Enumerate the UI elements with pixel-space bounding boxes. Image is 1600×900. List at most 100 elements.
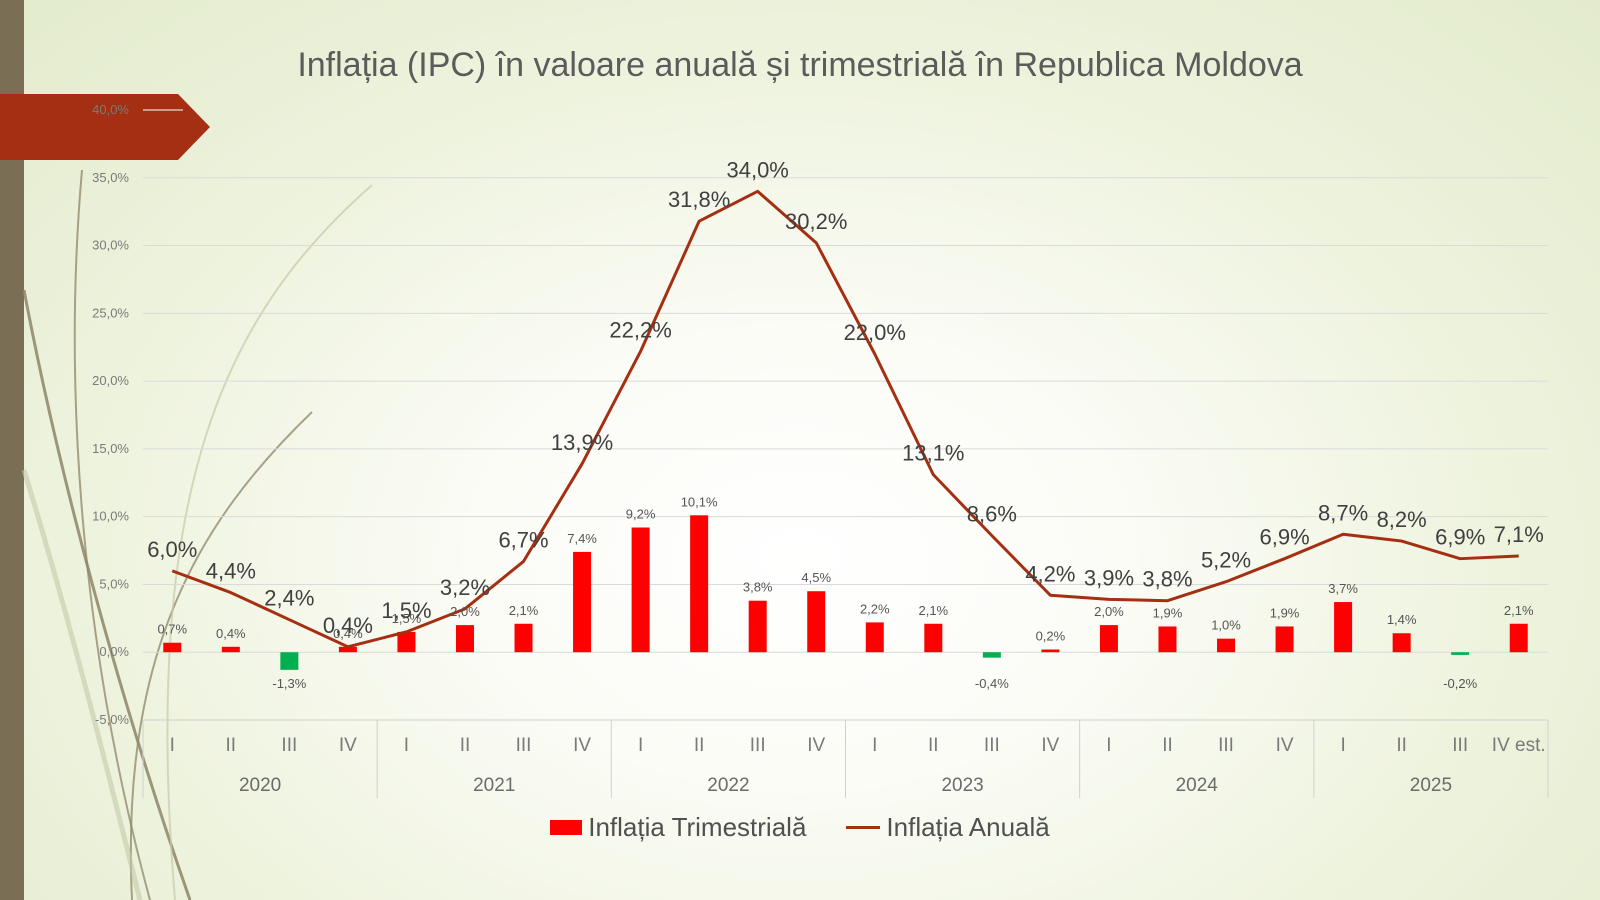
- x-tick-label: IV est.: [1492, 735, 1546, 756]
- annual-inflation-line: [171, 189, 1519, 649]
- line-data-label: 1,5%: [381, 598, 431, 623]
- bar-data-label: -0,4%: [975, 676, 1009, 691]
- line-data-label: 3,2%: [440, 575, 490, 600]
- bar: [1217, 638, 1236, 653]
- y-tick-label: 35,0%: [92, 170, 129, 185]
- x-tick-label: II: [1396, 735, 1407, 756]
- bar: [690, 515, 709, 653]
- bar-data-label: 1,9%: [1153, 605, 1183, 620]
- bar-data-label: 0,2%: [1036, 629, 1066, 644]
- line-data-label: 5,2%: [1201, 548, 1251, 573]
- bar: [631, 527, 650, 653]
- bar-data-label: 1,4%: [1387, 612, 1417, 627]
- bar-data-label: 2,0%: [450, 604, 480, 619]
- x-tick-label: III: [281, 735, 297, 756]
- bar: [1392, 633, 1411, 653]
- bar-data-label: 2,1%: [1504, 603, 1534, 618]
- bar: [865, 622, 884, 653]
- x-tick-label: I: [638, 735, 643, 756]
- line-data-label: 0,4%: [323, 613, 373, 638]
- bar: [1099, 625, 1118, 653]
- bar-series: [163, 515, 1528, 670]
- y-tick-label: 0,0%: [99, 644, 129, 659]
- x-tick-label: II: [928, 735, 939, 756]
- bar-data-label: 3,8%: [743, 580, 773, 595]
- x-tick-label: IV: [1276, 735, 1294, 756]
- line-data-label: 22,2%: [609, 317, 671, 342]
- bar: [1041, 649, 1060, 653]
- line-series: [171, 189, 1519, 649]
- line-data-label: 8,6%: [967, 502, 1017, 527]
- x-tick-label: II: [226, 735, 237, 756]
- bar-data-label: 2,1%: [509, 603, 539, 618]
- legend-swatch-bar: [550, 820, 583, 835]
- y-tick-label: 15,0%: [92, 441, 129, 456]
- y-axis-ticks: -5,0% 0,0% 5,0% 10,0% 15,0% 20,0% 25,0% 30,0% 35…: [92, 102, 129, 727]
- legend-label-annual: Inflația Anuală: [886, 812, 1050, 842]
- year-label: 2024: [1176, 775, 1219, 796]
- chart-title: Inflația (IPC) în valoare anuală și trim…: [297, 46, 1303, 84]
- line-data-label: 13,1%: [902, 441, 964, 466]
- line-data-label: 7,1%: [1494, 522, 1544, 547]
- bar-data-label: 1,9%: [1270, 605, 1300, 620]
- bar: [1451, 652, 1470, 655]
- line-data-label: 8,2%: [1377, 507, 1427, 532]
- legend: Inflația Trimestrială Inflația Anuală: [0, 812, 1600, 843]
- bar-data-label: 0,4%: [333, 626, 363, 641]
- x-tick-label: II: [694, 735, 705, 756]
- line-data-label: 4,4%: [206, 559, 256, 584]
- bar: [1509, 623, 1528, 653]
- bar: [924, 623, 943, 653]
- bar-data-label: -0,2%: [1443, 676, 1477, 691]
- x-tick-label: III: [516, 735, 532, 756]
- bar: [982, 652, 1001, 658]
- bar-data-label: 1,0%: [1211, 618, 1241, 633]
- bar: [280, 652, 299, 670]
- line-data-label: 8,7%: [1318, 500, 1368, 525]
- x-tick-label: I: [1106, 735, 1111, 756]
- y-tick-label: -5,0%: [95, 712, 129, 727]
- y-tick-label: 20,0%: [92, 373, 129, 388]
- x-tick-label: I: [170, 735, 175, 756]
- bar: [338, 646, 357, 653]
- legend-swatch-line: [846, 826, 881, 829]
- bar: [1275, 626, 1294, 653]
- year-label: 2025: [1410, 775, 1452, 796]
- y-tick-label: 10,0%: [92, 509, 129, 524]
- line-data-label: 6,0%: [147, 537, 197, 562]
- x-tick-label: IV: [807, 735, 825, 756]
- y-tick-label: 30,0%: [92, 238, 129, 253]
- bar: [807, 591, 826, 653]
- bar: [221, 646, 240, 653]
- year-label: 2023: [941, 775, 983, 796]
- x-tick-label: IV: [339, 735, 357, 756]
- line-data-label: 6,7%: [498, 527, 548, 552]
- bar: [1334, 602, 1353, 653]
- line-data-label: 6,9%: [1435, 525, 1485, 550]
- x-tick-label: I: [872, 735, 877, 756]
- bar-data-label: 7,4%: [567, 531, 597, 546]
- bar-data-label: 0,7%: [157, 622, 187, 637]
- x-tick-label: IV: [573, 735, 591, 756]
- x-axis: I II III IV I II III IV I II III IV I II III IV I II III IV…: [142, 719, 1549, 798]
- bar: [455, 625, 474, 653]
- bar-data-label: 1,5%: [392, 611, 422, 626]
- line-data-label: 13,9%: [551, 430, 613, 455]
- year-label: 2021: [473, 775, 515, 796]
- bar-data-label: 2,0%: [1094, 604, 1124, 619]
- y-tick-label: 40,0%: [92, 102, 129, 117]
- y-tick-label: 5,0%: [99, 576, 129, 591]
- line-data-label: 22,0%: [844, 320, 906, 345]
- bar: [748, 600, 767, 653]
- legend-item-quarterly: Inflația Trimestrială: [550, 812, 806, 843]
- x-tick-label: III: [984, 735, 1000, 756]
- bar-data-label: 2,1%: [918, 603, 948, 618]
- data-labels: 0,7% 0,4% -1,3% 0,4% 1,5% 2,0% 2,1% 7,4% 9,2% 10,…: [147, 157, 1544, 691]
- x-tick-label: III: [1218, 735, 1234, 756]
- line-data-label: 3,9%: [1084, 565, 1134, 590]
- bar: [163, 642, 182, 653]
- y-tick-label: 25,0%: [92, 305, 129, 320]
- x-tick-label: I: [404, 735, 409, 756]
- x-tick-label: IV: [1041, 735, 1059, 756]
